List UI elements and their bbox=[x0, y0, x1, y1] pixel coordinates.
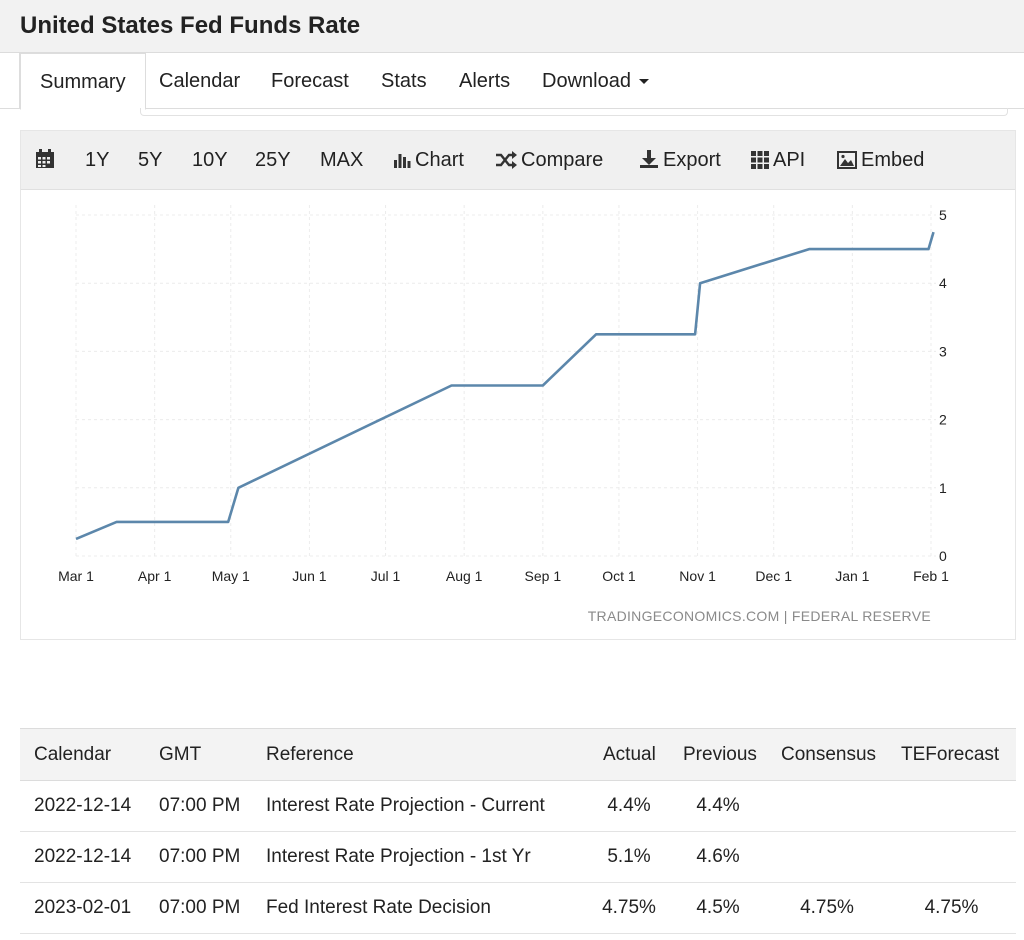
calendar-icon[interactable] bbox=[35, 131, 59, 190]
x-axis: Mar 1 Apr 1 May 1 Jun 1 Jul 1 Aug 1 Sep 1 Oct 1… bbox=[58, 568, 949, 584]
y-axis: 0 1 2 3 4 5 bbox=[939, 207, 947, 564]
image-icon bbox=[837, 151, 857, 169]
line-chart: Mar 1 Apr 1 May 1 Jun 1 Jul 1 Aug 1 Sep 1 Oct 1… bbox=[58, 205, 949, 624]
cell-reference[interactable]: Fed Interest Rate Decision bbox=[252, 882, 589, 934]
compare-button[interactable]: Compare bbox=[495, 131, 603, 190]
col-actual: Actual bbox=[589, 728, 669, 781]
chart-source: TRADINGECONOMICS.COM | FEDERAL RESERVE bbox=[588, 608, 931, 624]
table-header-row: Calendar GMT Reference Actual Previous C… bbox=[20, 728, 1016, 781]
x-tick-label: Jan 1 bbox=[835, 568, 869, 584]
y-tick-label: 5 bbox=[939, 207, 947, 223]
chevron-down-icon bbox=[638, 79, 649, 85]
cell-date: 2022-12-14 bbox=[20, 780, 145, 832]
cell-gmt: 07:00 PM bbox=[145, 831, 252, 883]
y-tick-label: 0 bbox=[939, 548, 947, 564]
y-tick-label: 1 bbox=[939, 480, 947, 496]
tab-content-edge bbox=[140, 108, 1008, 116]
chart-button[interactable]: Chart bbox=[393, 131, 464, 190]
shuffle-icon bbox=[496, 151, 517, 169]
cell-date: 2023-02-01 bbox=[20, 882, 145, 934]
col-previous: Previous bbox=[669, 728, 767, 781]
y-tick-label: 2 bbox=[939, 412, 947, 428]
col-gmt: GMT bbox=[145, 728, 252, 781]
export-label: Export bbox=[663, 149, 721, 171]
cell-teforecast bbox=[887, 780, 1016, 832]
cell-previous: 4.5% bbox=[669, 882, 767, 934]
cell-gmt: 07:00 PM bbox=[145, 780, 252, 832]
cell-consensus bbox=[767, 831, 887, 883]
x-tick-label: Oct 1 bbox=[602, 568, 636, 584]
y-tick-label: 4 bbox=[939, 275, 947, 291]
cell-actual: 5.1% bbox=[589, 831, 669, 883]
nav-tabs: Summary Calendar Forecast Stats Alerts D… bbox=[0, 53, 1024, 110]
cell-reference[interactable]: Interest Rate Projection - Current bbox=[252, 780, 589, 832]
cell-previous: 4.4% bbox=[669, 780, 767, 832]
range-1y-button[interactable]: 1Y bbox=[85, 149, 110, 171]
title-bar: United States Fed Funds Rate bbox=[0, 0, 1024, 53]
download-icon bbox=[640, 150, 658, 168]
bar-chart-icon bbox=[394, 154, 411, 168]
cell-gmt: 07:00 PM bbox=[145, 882, 252, 934]
cell-teforecast: 4.75% bbox=[887, 882, 1016, 934]
embed-label: Embed bbox=[861, 149, 925, 171]
col-consensus: Consensus bbox=[767, 728, 887, 781]
y-tick-label: 3 bbox=[939, 343, 947, 359]
cell-date: 2022-12-14 bbox=[20, 831, 145, 883]
api-label: API bbox=[773, 149, 806, 171]
page-title: United States Fed Funds Rate bbox=[20, 12, 361, 39]
compare-label: Compare bbox=[521, 149, 604, 171]
cell-actual: 4.75% bbox=[589, 882, 669, 934]
x-tick-label: Jun 1 bbox=[292, 568, 326, 584]
range-25y-button[interactable]: 25Y bbox=[255, 149, 291, 171]
table-row: 2023-02-01 07:00 PM Fed Interest Rate De… bbox=[20, 882, 1016, 934]
range-10y-button[interactable]: 10Y bbox=[192, 149, 228, 171]
cell-actual: 4.4% bbox=[589, 780, 669, 832]
export-button[interactable]: Export bbox=[639, 131, 721, 190]
cell-teforecast bbox=[887, 831, 1016, 883]
table-row: 2022-12-14 07:00 PM Interest Rate Projec… bbox=[20, 831, 1016, 883]
tab-alerts[interactable]: Alerts bbox=[459, 70, 511, 92]
chart-grid bbox=[75, 205, 936, 557]
x-tick-label: Nov 1 bbox=[679, 568, 716, 584]
tab-summary[interactable]: Summary bbox=[20, 53, 146, 110]
tab-forecast[interactable]: Forecast bbox=[271, 70, 349, 92]
chart-toolbar: 1Y 5Y 10Y 25Y MAX Chart Compare Export A… bbox=[21, 131, 1015, 190]
nav-left-edge bbox=[0, 53, 20, 109]
x-tick-label: Apr 1 bbox=[138, 568, 172, 584]
cell-reference[interactable]: Interest Rate Projection - 1st Yr bbox=[252, 831, 589, 883]
tab-download-label: Download bbox=[542, 70, 631, 92]
x-tick-label: Dec 1 bbox=[755, 568, 792, 584]
calendar-table: Calendar GMT Reference Actual Previous C… bbox=[20, 728, 1016, 934]
tab-stats[interactable]: Stats bbox=[381, 70, 427, 92]
x-tick-label: May 1 bbox=[212, 568, 250, 584]
cell-consensus bbox=[767, 780, 887, 832]
tab-download[interactable]: Download bbox=[523, 53, 668, 109]
x-tick-label: Feb 1 bbox=[913, 568, 949, 584]
cell-consensus: 4.75% bbox=[767, 882, 887, 934]
api-button[interactable]: API bbox=[751, 131, 805, 190]
grid-icon bbox=[751, 151, 769, 169]
col-calendar: Calendar bbox=[20, 728, 145, 781]
series-line bbox=[75, 231, 935, 541]
range-max-button[interactable]: MAX bbox=[320, 149, 364, 171]
tab-calendar[interactable]: Calendar bbox=[159, 70, 241, 92]
table-row: 2022-12-14 07:00 PM Interest Rate Projec… bbox=[20, 780, 1016, 832]
cell-previous: 4.6% bbox=[669, 831, 767, 883]
x-tick-label: Mar 1 bbox=[58, 568, 94, 584]
chart-label: Chart bbox=[415, 149, 464, 171]
embed-button[interactable]: Embed bbox=[837, 131, 924, 190]
col-teforecast: TEForecast bbox=[887, 728, 1016, 781]
range-5y-button[interactable]: 5Y bbox=[138, 149, 163, 171]
x-tick-label: Aug 1 bbox=[446, 568, 483, 584]
x-tick-label: Jul 1 bbox=[371, 568, 401, 584]
chart-panel: 1Y 5Y 10Y 25Y MAX Chart Compare Export A… bbox=[20, 130, 1016, 640]
x-tick-label: Sep 1 bbox=[525, 568, 562, 584]
col-reference: Reference bbox=[252, 728, 589, 781]
